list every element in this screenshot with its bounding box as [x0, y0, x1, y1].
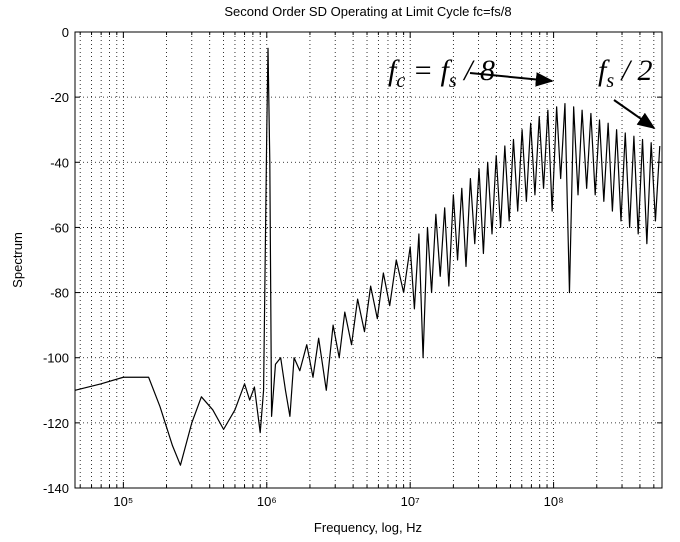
y-tick-label: -80	[50, 286, 69, 301]
spectrum-line	[74, 47, 661, 466]
y-axis-label: Spectrum	[10, 232, 25, 288]
y-tick-label: -60	[50, 220, 69, 235]
grid	[75, 31, 662, 489]
y-tick-label: -140	[43, 481, 69, 496]
plot-area	[74, 47, 661, 466]
y-tick-label: -100	[43, 351, 69, 366]
x-tick-label: 10⁵	[113, 494, 133, 509]
annotation: fs / 2	[598, 54, 652, 92]
ticks: 0 -20 -40 -60 -80 -100 -120 -140 10⁵ 10⁶ 10⁷ 10⁸	[43, 25, 662, 509]
y-tick-label: -40	[50, 155, 69, 170]
annotation-arrow	[469, 72, 554, 87]
y-tick-label: -120	[43, 416, 69, 431]
y-tick-label: 0	[62, 25, 69, 40]
plot-frame	[74, 31, 663, 489]
annotation: fc = fs / 8	[388, 54, 495, 92]
annotation-arrow	[613, 99, 656, 130]
chart-title: Second Order SD Operating at Limit Cycle…	[224, 4, 511, 19]
x-tick-label: 10⁷	[401, 494, 420, 509]
y-tick-label: -20	[50, 90, 69, 105]
x-tick-label: 10⁶	[257, 494, 277, 509]
x-axis-label: Frequency, log, Hz	[314, 520, 422, 535]
x-tick-label: 10⁸	[544, 494, 564, 509]
